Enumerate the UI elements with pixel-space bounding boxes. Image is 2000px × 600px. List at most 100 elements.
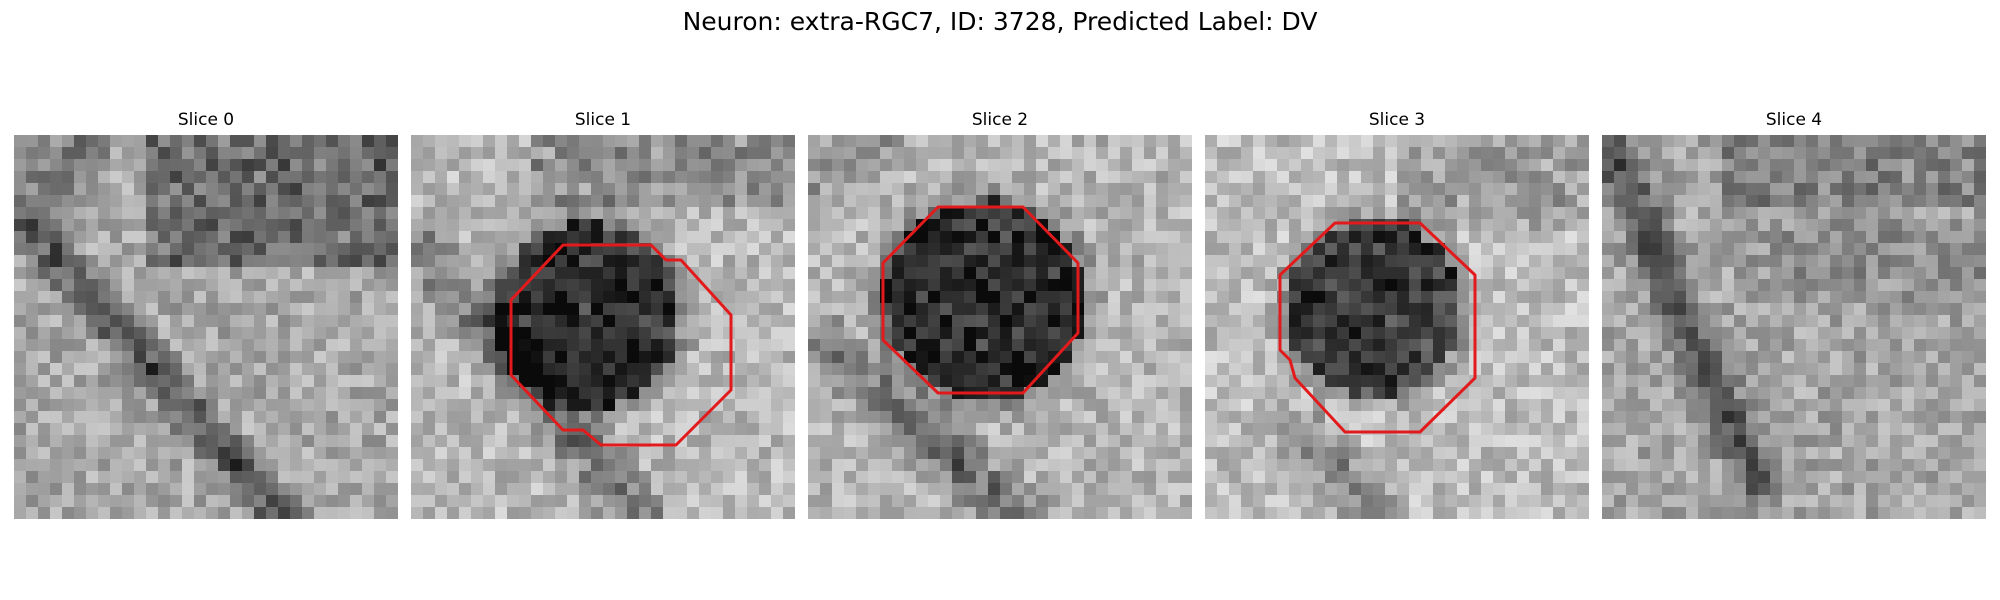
pixel-cell <box>182 231 195 244</box>
pixel-cell <box>759 255 772 268</box>
pixel-cell <box>170 399 183 412</box>
pixel-cell <box>723 183 736 196</box>
pixel-cell <box>471 183 484 196</box>
pixel-cell <box>567 387 580 400</box>
slice-title: Slice 2 <box>971 110 1029 130</box>
pixel-cell <box>1902 255 1915 268</box>
pixel-cell <box>1962 231 1975 244</box>
pixel-cell <box>1577 183 1589 196</box>
pixel-cell <box>615 483 628 496</box>
pixel-cell <box>1132 315 1145 328</box>
pixel-cell <box>904 219 917 232</box>
pixel-cell <box>50 267 63 280</box>
pixel-cell <box>1168 291 1181 304</box>
pixel-cell <box>964 459 977 472</box>
pixel-cell <box>964 339 977 352</box>
pixel-cell <box>314 279 327 292</box>
pixel-cell <box>1301 315 1314 328</box>
pixel-cell <box>1722 171 1735 184</box>
pixel-cell <box>1373 327 1386 340</box>
pixel-cell <box>218 315 231 328</box>
pixel-cell <box>1950 375 1963 388</box>
pixel-cell <box>1421 447 1434 460</box>
pixel-cell <box>122 267 135 280</box>
pixel-cell <box>567 471 580 484</box>
pixel-cell <box>1325 303 1338 316</box>
pixel-cell <box>350 339 363 352</box>
pixel-cell <box>1457 267 1470 280</box>
pixel-cell <box>471 267 484 280</box>
pixel-cell <box>1265 219 1278 232</box>
pixel-cell <box>386 315 398 328</box>
pixel-cell <box>735 363 748 376</box>
pixel-cell <box>988 255 1001 268</box>
pixel-cell <box>1108 507 1121 519</box>
pixel-cell <box>1950 171 1963 184</box>
pixel-cell <box>507 207 520 220</box>
pixel-cell <box>1481 483 1494 496</box>
pixel-cell <box>507 507 520 519</box>
pixel-cell <box>615 327 628 340</box>
pixel-cell <box>1012 483 1025 496</box>
pixel-cell <box>459 267 472 280</box>
pixel-cell <box>1493 255 1506 268</box>
pixel-cell <box>904 435 917 448</box>
pixel-cell <box>1914 423 1927 436</box>
pixel-cell <box>1313 195 1326 208</box>
pixel-cell <box>1421 255 1434 268</box>
pixel-cell <box>50 471 63 484</box>
pixel-cell <box>1854 303 1867 316</box>
pixel-cell <box>1698 363 1711 376</box>
pixel-cell <box>711 447 724 460</box>
pixel-cell <box>952 435 965 448</box>
pixel-cell <box>1842 303 1855 316</box>
pixel-cell <box>1674 267 1687 280</box>
pixel-cell <box>86 303 99 316</box>
pixel-cell <box>699 255 712 268</box>
pixel-cell <box>615 507 628 519</box>
pixel-cell <box>447 411 460 424</box>
pixel-cell <box>1734 243 1747 256</box>
pixel-cell <box>158 147 171 160</box>
pixel-cell <box>218 195 231 208</box>
pixel-cell <box>1854 195 1867 208</box>
pixel-cell <box>868 291 881 304</box>
pixel-cell <box>1132 399 1145 412</box>
pixel-cell <box>988 339 1001 352</box>
pixel-cell <box>1012 459 1025 472</box>
pixel-cell <box>1638 459 1651 472</box>
pixel-cell <box>1012 435 1025 448</box>
pixel-cell <box>711 183 724 196</box>
pixel-cell <box>723 315 736 328</box>
pixel-cell <box>1553 411 1566 424</box>
pixel-cell <box>759 243 772 256</box>
pixel-cell <box>964 483 977 496</box>
pixel-cell <box>868 135 881 148</box>
pixel-cell <box>832 327 845 340</box>
pixel-cell <box>1818 219 1831 232</box>
pixel-cell <box>808 303 821 316</box>
pixel-cell <box>242 279 255 292</box>
pixel-cell <box>290 231 303 244</box>
pixel-cell <box>218 267 231 280</box>
pixel-cell <box>603 423 616 436</box>
pixel-cell <box>1457 483 1470 496</box>
pixel-cell <box>230 471 243 484</box>
pixel-cell <box>1241 495 1254 508</box>
pixel-cell <box>1926 255 1939 268</box>
pixel-cell <box>1493 399 1506 412</box>
pixel-cell <box>1096 219 1109 232</box>
pixel-cell <box>1373 495 1386 508</box>
pixel-cell <box>26 135 39 148</box>
pixel-cell <box>1842 399 1855 412</box>
pixel-cell <box>1409 507 1422 519</box>
pixel-cell <box>1614 411 1627 424</box>
pixel-cell <box>1674 147 1687 160</box>
pixel-cell <box>928 219 941 232</box>
pixel-cell <box>350 435 363 448</box>
pixel-cell <box>1746 327 1759 340</box>
pixel-cell <box>627 159 640 172</box>
pixel-cell <box>1517 387 1530 400</box>
pixel-cell <box>1614 327 1627 340</box>
pixel-cell <box>1012 135 1025 148</box>
